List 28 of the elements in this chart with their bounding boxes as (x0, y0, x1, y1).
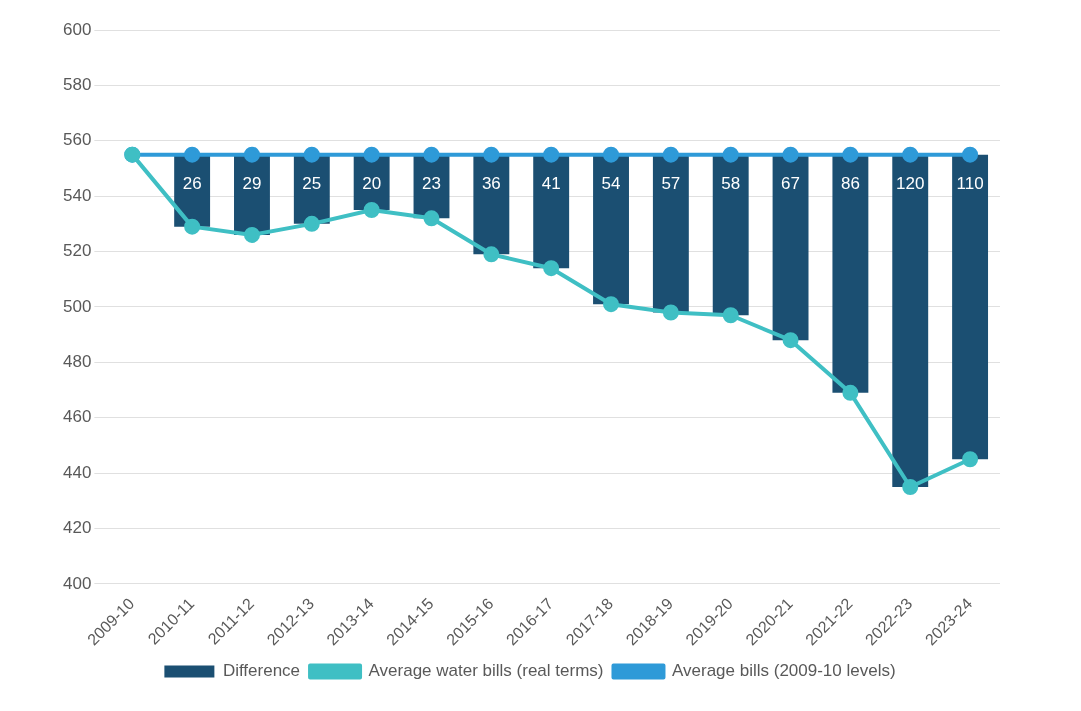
data-label: 58 (721, 174, 741, 194)
y-tick-label: 400 (62, 573, 92, 593)
data-label: 120 (896, 174, 925, 194)
data-label: 54 (601, 174, 621, 194)
y-tick-label: 520 (62, 241, 92, 261)
data-label: 57 (661, 174, 681, 194)
y-tick-label: 480 (62, 352, 92, 372)
y-tick-label: 580 (62, 75, 92, 95)
y-tick-label: 560 (62, 130, 92, 150)
data-label: 25 (302, 174, 322, 194)
y-tick-label: 420 (62, 518, 92, 538)
y-tick-label: 440 (62, 462, 92, 482)
data-label: 23 (422, 174, 441, 194)
data-label: 20 (362, 174, 382, 194)
data-label: 67 (781, 174, 801, 194)
data-label: 86 (840, 174, 860, 194)
data-label: 29 (242, 174, 262, 194)
y-tick-label: 600 (62, 19, 92, 39)
data-label: 41 (541, 174, 561, 194)
data-label: 26 (182, 174, 202, 194)
y-tick-label: 460 (62, 407, 92, 427)
data-label: 110 (956, 174, 984, 194)
y-tick-label: 500 (62, 296, 92, 316)
data-label: 36 (481, 174, 501, 194)
legend-label: Average water bills (real terms) (368, 661, 604, 681)
legend-label: Average bills (2009-10 levels) (671, 661, 896, 681)
legend-label: Difference (222, 661, 301, 681)
y-tick-label: 540 (62, 185, 92, 205)
